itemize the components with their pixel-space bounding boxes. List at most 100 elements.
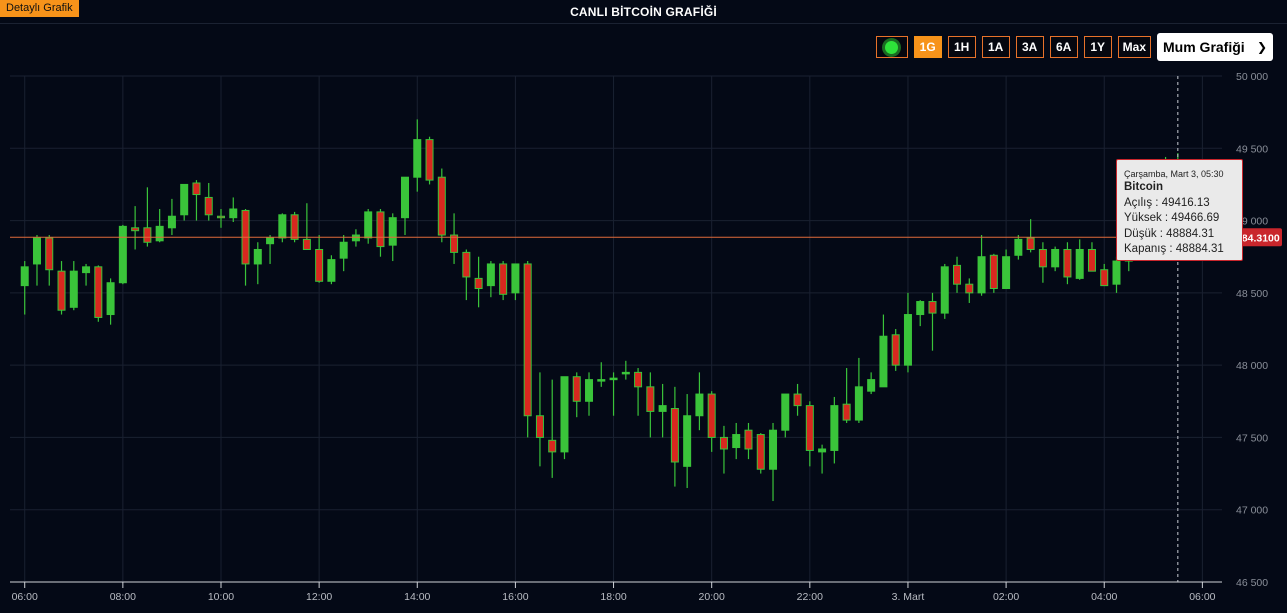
candle-body	[572, 376, 581, 402]
x-tick-label: 04:00	[1091, 591, 1117, 603]
candle-body	[229, 208, 238, 219]
tooltip-open: Açılış : 49416.13	[1124, 196, 1210, 209]
candle-body	[118, 225, 127, 284]
candle-tooltip: Çarşamba, Mart 3, 05:30 Bitcoin Açılış :…	[1116, 159, 1243, 261]
chart-type-select[interactable]: Mum Grafiği ❯	[1157, 33, 1273, 61]
range-1h-button[interactable]: 1H	[947, 36, 976, 58]
candle-body	[597, 379, 606, 382]
candle-body	[45, 237, 54, 271]
y-tick-label: 47 000	[1236, 505, 1268, 517]
candle-body	[437, 176, 446, 236]
candle-body	[928, 301, 937, 314]
x-tick-label: 3. Mart	[892, 591, 925, 603]
candle-body	[1075, 248, 1084, 279]
candle-body	[413, 139, 422, 178]
x-tick-label: 12:00	[306, 591, 332, 603]
header-divider	[0, 23, 1287, 24]
x-tick-label: 08:00	[110, 591, 136, 603]
y-tick-label: 48 000	[1236, 360, 1268, 372]
candle-body	[1112, 260, 1121, 285]
tooltip-series-name: Bitcoin	[1124, 181, 1163, 193]
candle-body	[658, 405, 667, 412]
candle-body	[511, 263, 520, 294]
live-toggle-button[interactable]	[875, 36, 908, 58]
tooltip-close: Kapanış : 48884.31	[1124, 243, 1224, 255]
candle-body	[388, 217, 397, 246]
candle-body	[646, 386, 655, 412]
candle-body	[965, 283, 974, 294]
candle-body	[327, 259, 336, 282]
live-status-icon	[885, 40, 899, 54]
candle-body	[486, 263, 495, 287]
y-tick-label: 48 500	[1236, 288, 1268, 300]
candle-body	[450, 234, 459, 253]
candle-body	[585, 379, 594, 402]
candle-body	[143, 227, 152, 243]
candle-body	[474, 277, 483, 290]
page-title: CANLI BİTCOİN GRAFİĞİ	[570, 5, 717, 19]
candle-body	[82, 266, 91, 274]
tooltip-time: Çarşamba, Mart 3, 05:30	[1124, 169, 1224, 179]
range-max-button[interactable]: Max	[1117, 36, 1151, 58]
candle-body	[1087, 248, 1096, 272]
range-1a-button[interactable]: 1A	[981, 36, 1010, 58]
candle-body	[32, 237, 41, 265]
candle-body	[854, 386, 863, 421]
candle-body	[290, 214, 299, 240]
candle-body	[842, 403, 851, 421]
range-3a-button[interactable]: 3A	[1015, 36, 1044, 58]
candle-body	[916, 301, 925, 316]
candle-body	[634, 371, 643, 388]
y-tick-label: 50 000	[1236, 71, 1268, 83]
x-tick-label: 22:00	[797, 591, 823, 603]
candle-body	[1014, 238, 1023, 256]
candle-body	[278, 214, 287, 239]
candle-body	[744, 429, 753, 450]
candle-body	[830, 405, 839, 451]
candle-body	[732, 434, 741, 449]
x-tick-label: 20:00	[699, 591, 725, 603]
candle-body	[940, 266, 949, 314]
y-tick-label: 47 500	[1236, 432, 1268, 444]
tooltip-low: Düşük : 48884.31	[1124, 227, 1215, 240]
detail-chart-button[interactable]: Detaylı Grafik	[0, 0, 79, 17]
candle-body	[425, 139, 434, 181]
candle-body	[523, 263, 532, 417]
candle-body	[351, 234, 360, 242]
candle-body	[621, 371, 630, 375]
candle-body	[364, 211, 373, 239]
candle-body	[192, 182, 201, 196]
candle-body	[302, 238, 311, 250]
candle-body	[719, 436, 728, 450]
range-1y-button[interactable]: 1Y	[1083, 36, 1112, 58]
candle-body	[879, 335, 888, 388]
x-tick-label: 10:00	[208, 591, 234, 603]
candle-body	[1026, 237, 1035, 250]
candle-body	[548, 439, 557, 453]
candle-body	[57, 270, 66, 311]
x-tick-label: 18:00	[600, 591, 626, 603]
candle-body	[1100, 269, 1109, 287]
y-tick-label: 49 500	[1236, 143, 1268, 155]
candle-body	[69, 270, 78, 308]
candle-body	[535, 415, 544, 438]
tooltip-high: Yüksek : 49466.69	[1124, 212, 1220, 224]
candle-body	[818, 448, 827, 453]
range-6a-button[interactable]: 6A	[1049, 36, 1078, 58]
candle-body	[339, 241, 348, 259]
candle-body	[462, 251, 471, 278]
candle-body	[376, 211, 385, 248]
chevron-down-icon: ❯	[1256, 40, 1267, 54]
candle-body	[315, 248, 324, 282]
candle-body	[953, 264, 962, 285]
range-1g-button[interactable]: 1G	[913, 36, 942, 58]
candle-body	[707, 393, 716, 438]
candle-body	[401, 176, 410, 219]
candle-body	[253, 248, 262, 265]
candle-body	[560, 376, 569, 453]
candle-body	[1002, 256, 1011, 290]
candle-body	[167, 215, 176, 229]
candle-body	[793, 393, 802, 407]
candle-body	[683, 415, 692, 467]
